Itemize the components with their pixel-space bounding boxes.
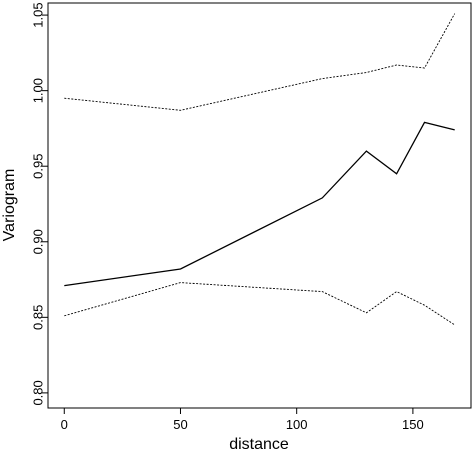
y-tick-label: 0.80	[31, 380, 46, 405]
y-tick-label: 0.90	[31, 229, 46, 254]
variogram-line	[64, 121, 455, 287]
y-tick-label: 1.05	[31, 2, 46, 27]
x-axis-title: distance	[229, 436, 289, 453]
y-tick-label: 0.85	[31, 305, 46, 330]
plot-frame	[47, 2, 472, 409]
x-tick-label: 150	[402, 417, 424, 432]
upper-envelope-line	[64, 13, 456, 111]
x-tick-label: 50	[173, 417, 187, 432]
x-tick-label: 100	[286, 417, 308, 432]
lower-envelope-line	[64, 282, 455, 326]
x-tick-label: 0	[61, 417, 68, 432]
series-layer	[64, 13, 456, 326]
y-axis: 0.80 0.85 0.90 0.95 1.00 1.05	[31, 2, 48, 406]
y-tick-label: 1.00	[31, 78, 46, 103]
y-axis-title: Variogram	[1, 169, 18, 242]
x-axis: 0 50 100 150	[61, 408, 424, 432]
y-tick-label: 0.95	[31, 154, 46, 179]
